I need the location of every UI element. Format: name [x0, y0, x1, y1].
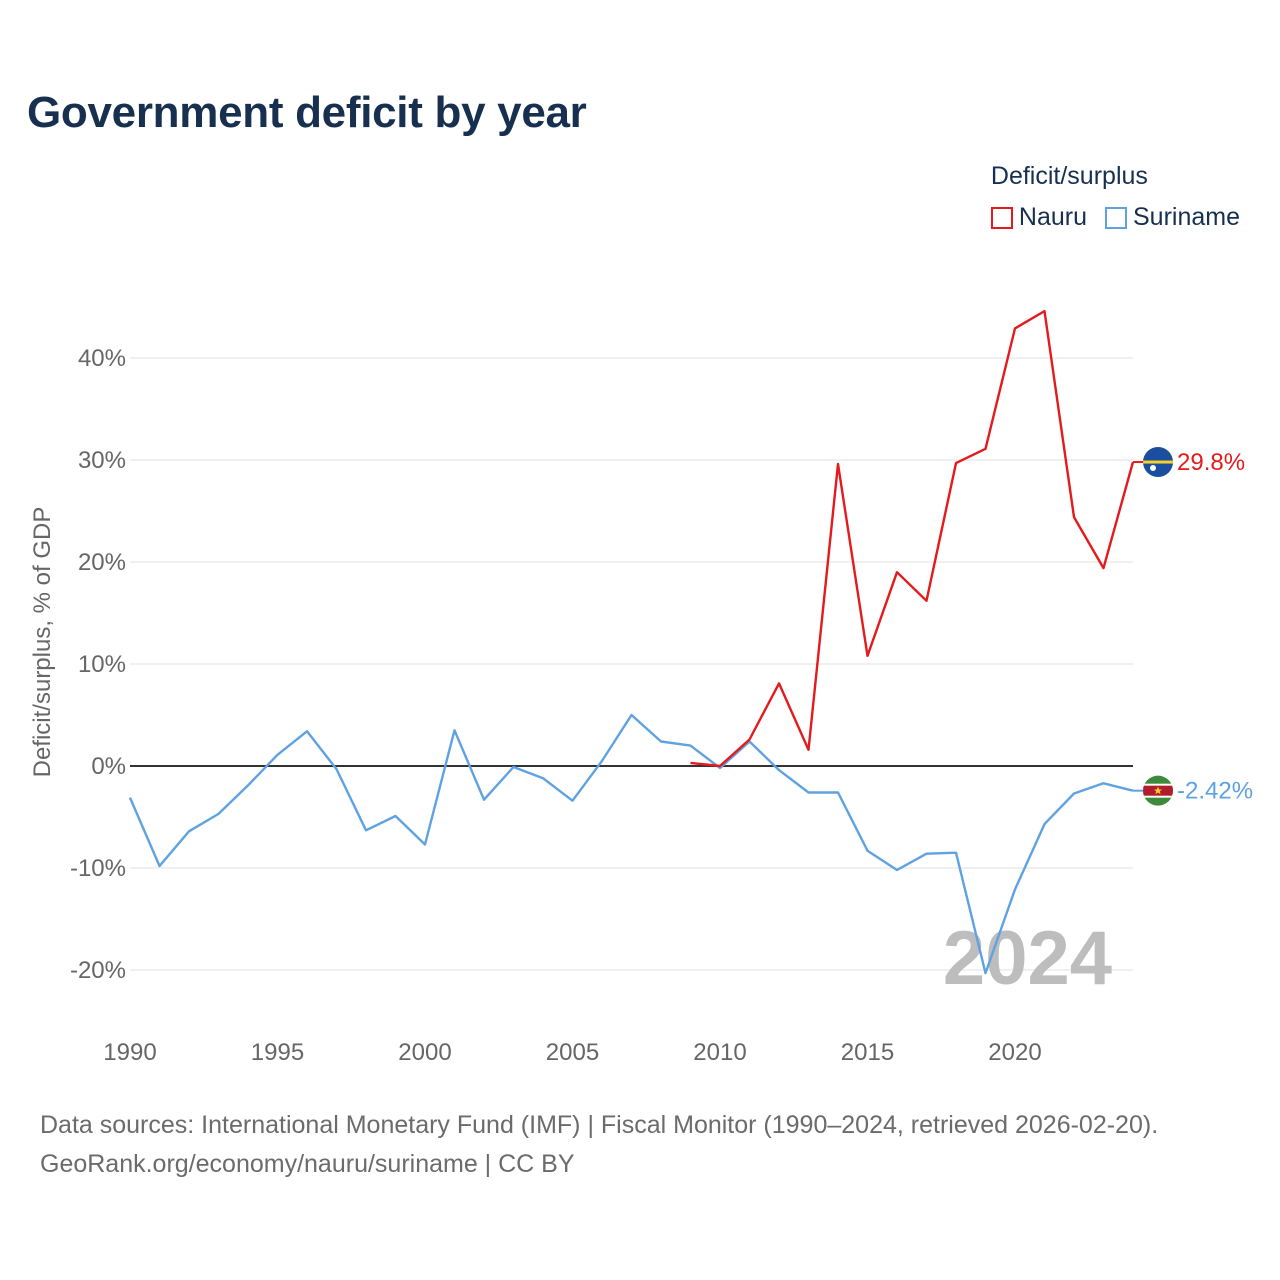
x-tick-label: 2005 — [546, 1039, 599, 1066]
y-tick-label: -10% — [70, 855, 126, 882]
credit-link[interactable]: GeoRank.org/economy/nauru/suriname | CC … — [40, 1150, 575, 1178]
y-axis-label: Deficit/surplus, % of GDP — [29, 507, 56, 778]
x-tick-label: 2010 — [693, 1039, 746, 1066]
end-markers: 29.8% -2.42% — [1133, 447, 1253, 806]
y-tick-label: 20% — [78, 549, 126, 576]
series-lines — [128, 309, 1135, 975]
y-tick-label: 10% — [78, 651, 126, 678]
x-tick-label: 1990 — [103, 1039, 156, 1066]
y-axis-ticks: -20% -10% 0% 10% 20% 30% 40% — [70, 345, 126, 984]
x-tick-label: 2015 — [841, 1039, 894, 1066]
data-source-text: Data sources: International Monetary Fun… — [40, 1111, 1159, 1139]
legend-title: Deficit/surplus — [990, 162, 1148, 190]
x-tick-label: 2020 — [988, 1039, 1041, 1066]
year-watermark: 2024 — [943, 916, 1112, 1001]
legend-label-suriname: Suriname — [1133, 203, 1240, 231]
chart-title: Government deficit by year — [27, 88, 587, 137]
suriname-flag-icon — [1143, 775, 1173, 806]
x-tick-label: 1995 — [251, 1039, 304, 1066]
legend-swatch-nauru — [990, 206, 1013, 229]
y-tick-label: -20% — [70, 957, 126, 984]
y-tick-label: 0% — [91, 753, 126, 780]
nauru-flag-icon — [1143, 447, 1173, 478]
legend-item-nauru[interactable]: Nauru — [990, 203, 1087, 232]
series-line-suriname — [128, 713, 1134, 975]
y-tick-label: 30% — [78, 447, 126, 474]
x-axis-ticks: 1990 1995 2000 2005 2010 2015 2020 — [103, 1039, 1041, 1066]
legend-items: Nauru Suriname — [990, 203, 1240, 232]
grid-lines — [130, 357, 1133, 971]
end-label-suriname: -2.42% — [1177, 778, 1253, 805]
x-tick-label: 2000 — [398, 1039, 451, 1066]
legend-item-suriname[interactable]: Suriname — [1105, 203, 1240, 232]
source-note: Data sources: International Monetary Fun… — [40, 1106, 1158, 1184]
legend-label-nauru: Nauru — [1018, 203, 1087, 231]
y-tick-label: 40% — [78, 345, 126, 372]
legend-swatch-suriname — [1105, 206, 1127, 229]
legend: Deficit/surplus Nauru Suriname — [990, 162, 1240, 232]
end-label-nauru: 29.8% — [1177, 449, 1245, 476]
series-line-nauru — [690, 309, 1135, 768]
